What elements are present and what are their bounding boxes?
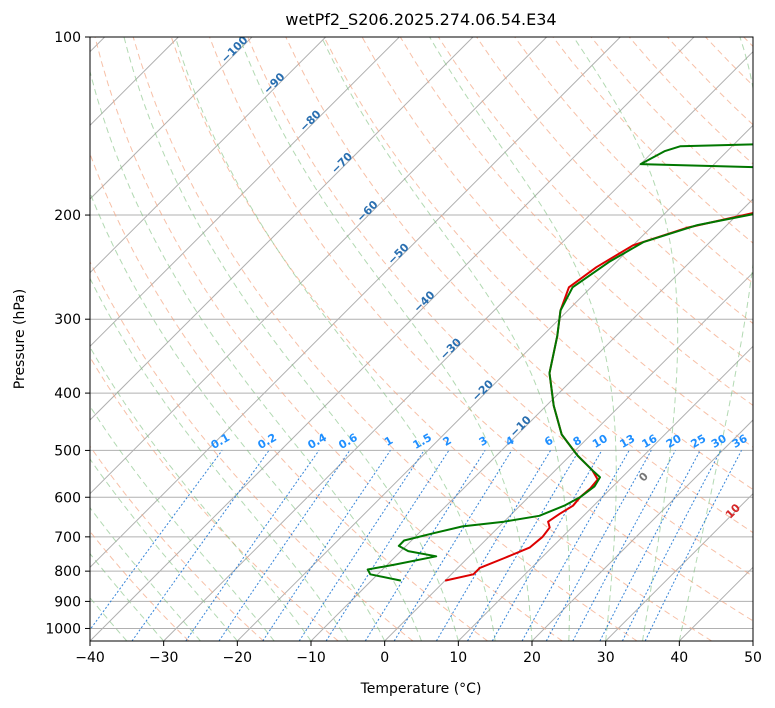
dry-adiabat <box>247 37 753 577</box>
isotherm-gridline <box>90 37 474 421</box>
moist-adiabat <box>678 37 753 641</box>
mixing-ratio-line <box>521 450 630 641</box>
y-tick-label: 900 <box>54 594 81 610</box>
dry-adiabat <box>209 37 753 622</box>
moist-adiabat <box>90 405 275 641</box>
x-tick-label: 40 <box>670 650 688 666</box>
y-tick-label: 800 <box>54 564 81 580</box>
mixing-ratio-line <box>185 450 320 641</box>
moist-adiabat <box>90 191 386 641</box>
y-tick-label: 1000 <box>45 622 81 638</box>
x-tick-label: 50 <box>744 650 762 666</box>
isotherm-gridline <box>90 37 548 495</box>
isotherm-gridline <box>531 419 753 641</box>
isotherm-gridline <box>384 271 753 641</box>
dewpoint-line <box>366 143 753 582</box>
isotherm-gridline <box>752 640 753 641</box>
isotherm-gridline <box>90 37 621 569</box>
y-tick-label: 500 <box>54 443 81 459</box>
moist-adiabat <box>238 37 533 641</box>
series <box>366 143 753 582</box>
x-tick-label: −20 <box>223 650 253 666</box>
y-ticks: 100 200 300 400 500 600 700 800 900 1000 <box>45 30 90 638</box>
mixing-ratio-line <box>599 450 701 641</box>
y-tick-label: 700 <box>54 530 81 546</box>
mixing-ratio-line <box>262 450 391 641</box>
dry-adiabat <box>323 37 753 491</box>
moist-adiabat <box>90 69 422 641</box>
x-tick-label: 30 <box>597 650 615 666</box>
mixing-ratio-line <box>364 450 486 641</box>
moist-adiabat <box>90 506 201 641</box>
moist-adiabat <box>90 597 128 641</box>
dry-adiabat <box>132 37 638 641</box>
dry-adiabat <box>170 37 712 641</box>
x-tick-label: 10 <box>449 650 467 666</box>
x-axis-label: Temperature (°C) <box>360 681 482 697</box>
isotherm-gridline <box>90 37 253 200</box>
isotherm-gridline <box>90 37 327 274</box>
x-tick-label: −10 <box>296 650 326 666</box>
isotherm-gridline <box>457 345 753 641</box>
y-tick-label: 200 <box>54 208 81 224</box>
grid <box>90 37 753 641</box>
moist-adiabat <box>90 552 165 641</box>
moist-adiabat <box>321 37 571 641</box>
mixing-ratio-line <box>131 450 270 641</box>
x-tick-label: 20 <box>523 650 541 666</box>
dry-adiabat <box>90 445 264 641</box>
dry-adiabat <box>94 37 563 641</box>
plot-background <box>90 37 753 641</box>
moist-adiabat <box>174 37 496 641</box>
moist-adiabat <box>90 346 312 641</box>
dry-adiabat <box>285 37 753 534</box>
moist-adiabat <box>123 37 459 641</box>
moist-adiabat <box>90 277 349 641</box>
isotherm-gridline <box>90 37 400 348</box>
x-tick-label: −30 <box>149 650 179 666</box>
dry-adiabat <box>90 260 414 641</box>
isotherm-gridline <box>236 124 753 641</box>
moist-adiabat <box>90 458 238 641</box>
mixing-ratio-line <box>393 450 513 641</box>
dry-adiabat <box>514 37 753 284</box>
mixing-ratio-line <box>644 450 742 641</box>
mixing-ratio-line <box>467 450 580 641</box>
plot-frame <box>89 36 754 642</box>
y-tick-label: 100 <box>54 30 81 46</box>
x-tick-label: −40 <box>75 650 105 666</box>
x-tick-label: 0 <box>380 650 389 666</box>
x-ticks: −40 −30 −20 −10 0 10 20 30 40 50 <box>75 641 762 666</box>
y-tick-label: 600 <box>54 490 81 506</box>
chart-title: wetPf2_S206.2025.274.06.54.E34 <box>285 10 556 30</box>
y-tick-label: 300 <box>54 312 81 328</box>
mixing-ratio-line <box>218 450 351 641</box>
dry-adiabat <box>90 356 339 641</box>
isotherm-gridline <box>605 492 753 641</box>
moist-adiabat <box>573 37 679 641</box>
dry-adiabat <box>476 37 753 325</box>
mixing-ratio-line <box>621 450 722 641</box>
isotherm-gridline <box>163 50 753 641</box>
y-axis-label: Pressure (hPa) <box>12 289 28 389</box>
y-tick-label: 400 <box>54 386 81 402</box>
mixing-ratio-line <box>491 450 603 641</box>
